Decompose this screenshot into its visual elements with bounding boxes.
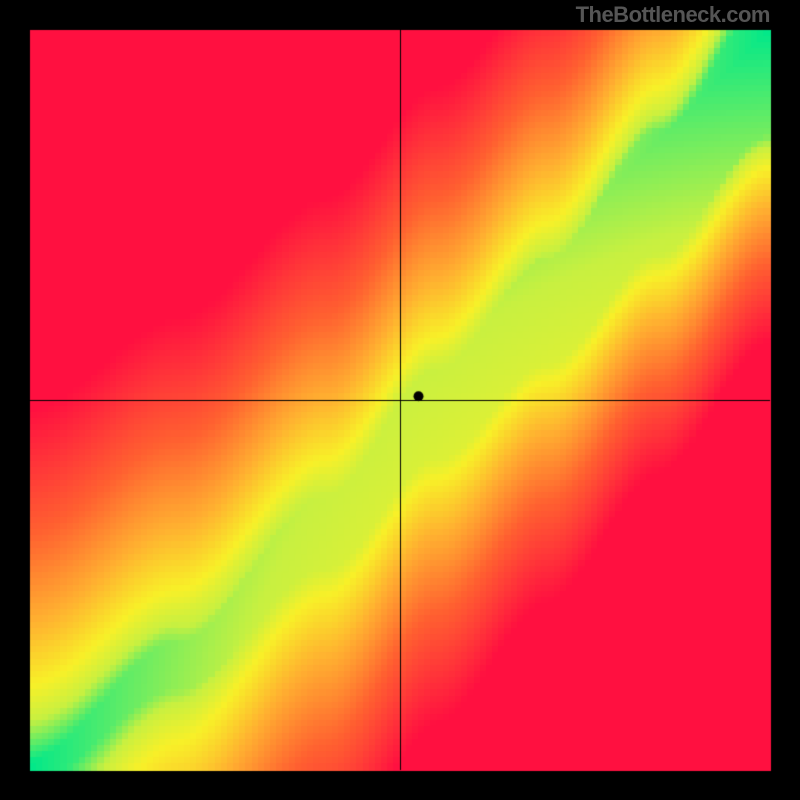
- bottleneck-heatmap-container: TheBottleneck.com: [0, 0, 800, 800]
- bottleneck-heatmap-canvas: [0, 0, 800, 800]
- watermark-text: TheBottleneck.com: [576, 2, 770, 28]
